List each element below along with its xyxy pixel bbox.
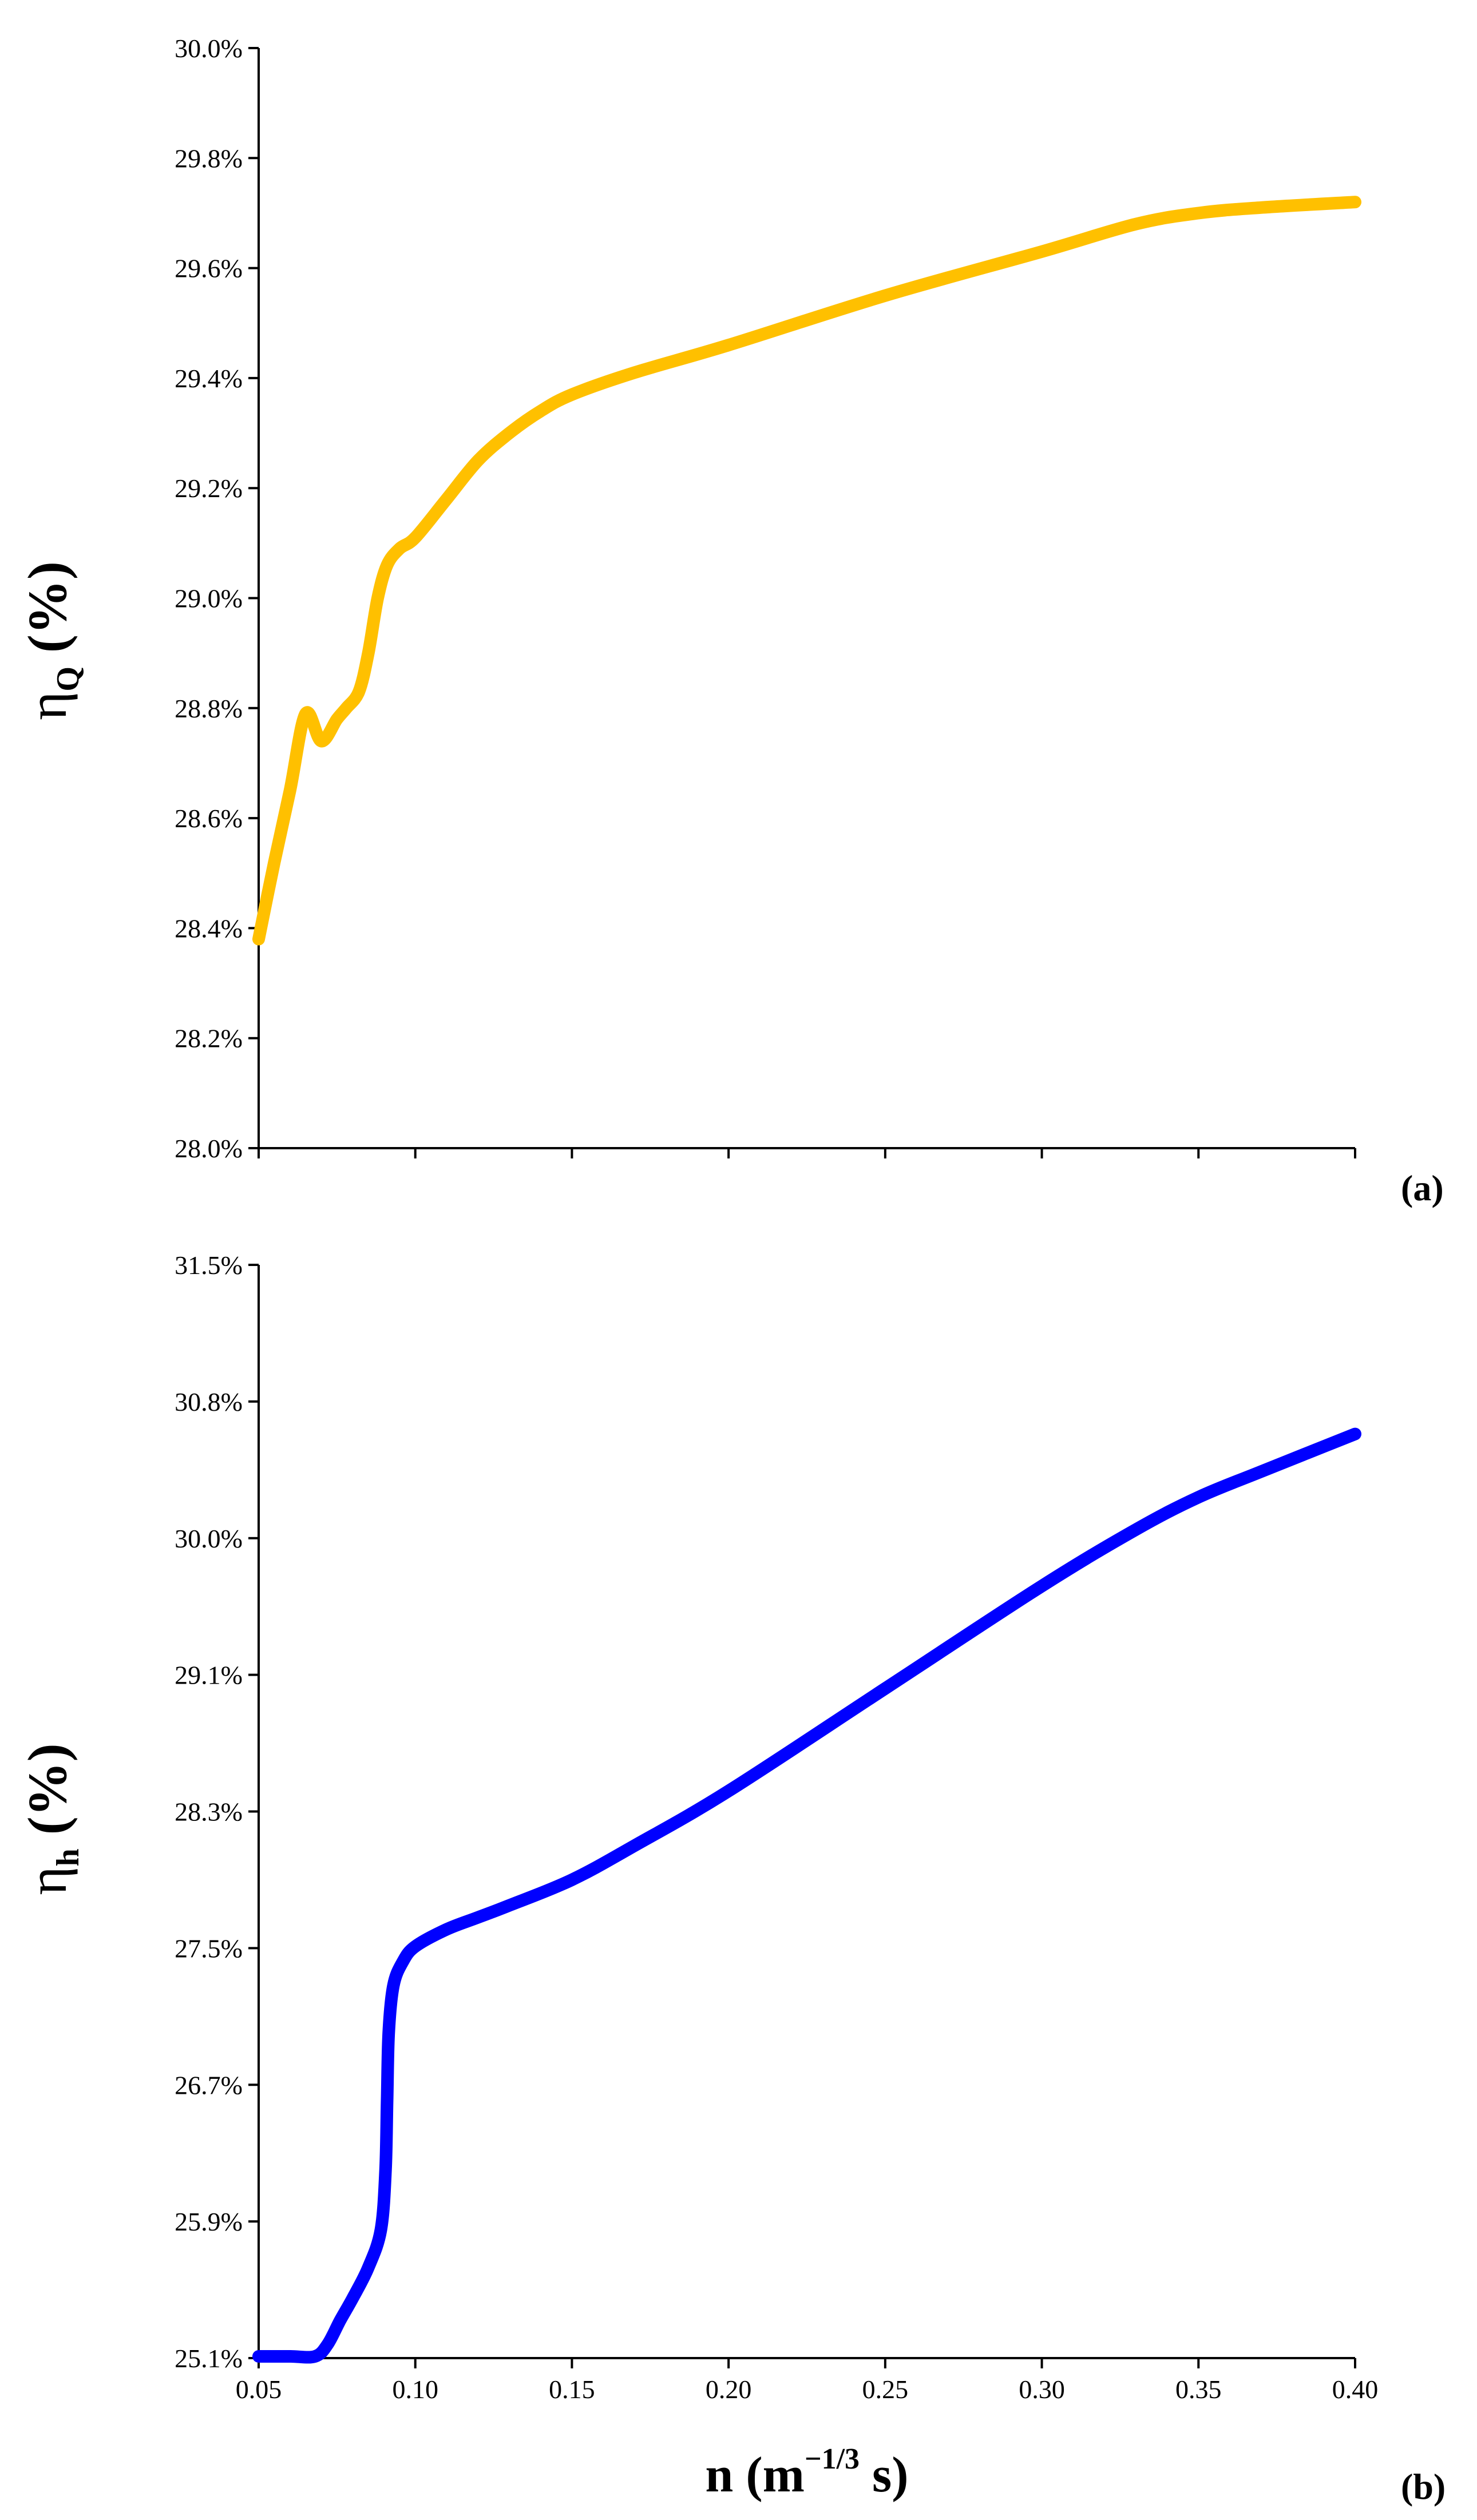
- panel-b-ytick-label: 29.1%: [175, 1661, 243, 1690]
- panel-a-ylabel: ηQ (%): [17, 561, 86, 720]
- panel-b-ylabel-unit: (%): [17, 1743, 78, 1848]
- panel-a-ytick-label: 28.8%: [175, 694, 243, 723]
- panel-b-ytick-label: 31.5%: [175, 1251, 243, 1280]
- panel-b-ytick-label: 30.0%: [175, 1524, 243, 1553]
- panel-a: 28.0% 28.2% 28.4% 28.6% 28.8% 29.0% 29.2% 29.4%…: [17, 34, 1444, 1208]
- panel-b: 25.1% 25.9% 26.7% 27.5% 28.3% 29.1% 30.0% 30.8%…: [17, 1251, 1446, 2507]
- panel-b-ylabel-subscript: h: [50, 1848, 86, 1866]
- panel-b-ytick-label: 30.8%: [175, 1387, 243, 1416]
- panel-b-xlabel: n (m−1/3 s): [705, 2443, 908, 2503]
- panel-a-label: (a): [1401, 1168, 1444, 1208]
- panel-b-ytick-label: 25.1%: [175, 2344, 243, 2373]
- panel-b-xlabel-sup: −1/3: [805, 2443, 860, 2475]
- panel-b-ytick-label: 28.3%: [175, 1797, 243, 1827]
- panel-a-ylabel-unit: (%): [17, 561, 78, 666]
- panel-a-ytick-label: 29.8%: [175, 144, 243, 173]
- panel-a-ytick-label: 29.4%: [175, 364, 243, 393]
- panel-b-ylabel: ηh (%): [17, 1743, 86, 1895]
- panel-b-ytick-label: 27.5%: [175, 1934, 243, 1963]
- panel-b-ytick-label: 25.9%: [175, 2207, 243, 2236]
- panel-a-ylabel-symbol: η: [17, 692, 78, 720]
- panel-a-ytick-label: 28.2%: [175, 1024, 243, 1053]
- panel-b-xtick-label: 0.20: [706, 2375, 752, 2404]
- panel-b-label: (b): [1401, 2466, 1446, 2507]
- panel-b-ylabel-symbol: η: [17, 1866, 78, 1895]
- panel-a-ytick-label: 29.0%: [175, 584, 243, 613]
- panel-a-ytick-label: 28.4%: [175, 914, 243, 943]
- panel-b-xtick-label: 0.10: [392, 2375, 438, 2404]
- panel-b-series-line: [252, 1427, 1361, 2364]
- panel-b-xtick-label: 0.40: [1332, 2375, 1379, 2404]
- panel-a-ytick-label: 29.2%: [175, 474, 243, 503]
- panel-a-ytick-label: 29.6%: [175, 254, 243, 283]
- panel-b-ytick-label: 26.7%: [175, 2070, 243, 2100]
- panel-a-ytick-label: 28.0%: [175, 1134, 243, 1163]
- panel-a-ytick-label: 30.0%: [175, 34, 243, 63]
- panel-a-ylabel-subscript: Q: [50, 666, 86, 692]
- panel-a-ytick-label: 28.6%: [175, 804, 243, 833]
- panel-a-series-line: [252, 196, 1361, 946]
- panel-b-xlabel-tail: s): [860, 2447, 909, 2503]
- panel-b-xtick-label: 0.15: [549, 2375, 595, 2404]
- panel-b-xtick-label: 0.25: [862, 2375, 909, 2404]
- panel-b-xtick-label: 0.05: [236, 2375, 282, 2404]
- panel-b-xtick-label: 0.30: [1019, 2375, 1065, 2404]
- panel-b-xtick-label: 0.35: [1175, 2375, 1222, 2404]
- panel-b-xlabel-main: n (m: [705, 2447, 805, 2503]
